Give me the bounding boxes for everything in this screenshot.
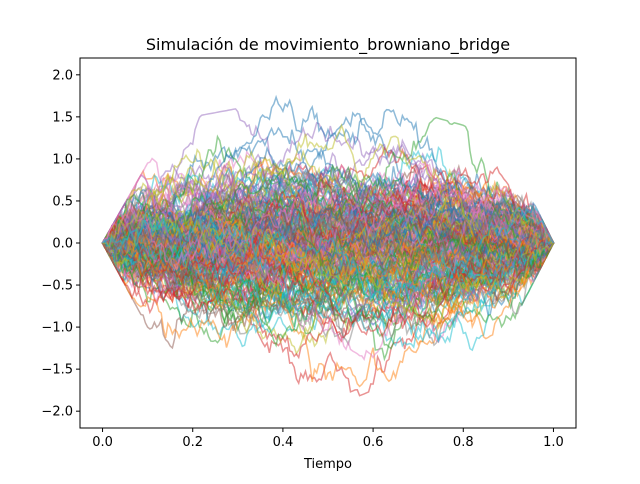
simulated-path [101, 214, 555, 339]
y-tick-label: −1.5 [41, 363, 73, 378]
simulated-path [101, 199, 555, 320]
simulated-path [101, 170, 555, 282]
x-axis-label: Tiempo [303, 457, 352, 472]
simulated-path [101, 166, 554, 281]
simulated-path [101, 186, 555, 272]
y-tick-label: 0.5 [52, 194, 73, 209]
x-tick-label: 0.8 [453, 435, 474, 450]
y-axis: −2.0 −1.5 −1.0 −0.5 0.0 0.5 1.0 1.5 2.0 [41, 68, 80, 420]
y-tick-label: −1.0 [41, 321, 73, 336]
y-tick-label: 1.0 [52, 152, 73, 167]
y-tick-label: 0.0 [52, 237, 73, 252]
x-tick-label: 0.4 [273, 435, 294, 450]
simulated-path [102, 207, 555, 326]
y-tick-label: 1.5 [52, 110, 73, 125]
x-tick-label: 1.0 [543, 435, 564, 450]
y-tick-label: 2.0 [52, 68, 73, 83]
simulated-path [101, 188, 555, 284]
y-tick-label: −2.0 [41, 405, 73, 420]
simulated-path [101, 203, 555, 300]
chart-title: Simulación de movimiento_browniano_bridg… [146, 35, 510, 55]
simulated-path [101, 164, 555, 270]
simulated-path [101, 225, 555, 338]
x-tick-label: 0.2 [182, 435, 203, 450]
x-tick-label: 0.6 [363, 435, 384, 450]
x-tick-label: 0.0 [92, 435, 113, 450]
y-tick-label: −0.5 [41, 279, 73, 294]
simulated-path [101, 206, 555, 322]
simulated-path [102, 213, 555, 344]
simulated-paths [101, 94, 555, 397]
x-axis: 0.0 0.2 0.4 0.6 0.8 1.0 [92, 428, 564, 450]
